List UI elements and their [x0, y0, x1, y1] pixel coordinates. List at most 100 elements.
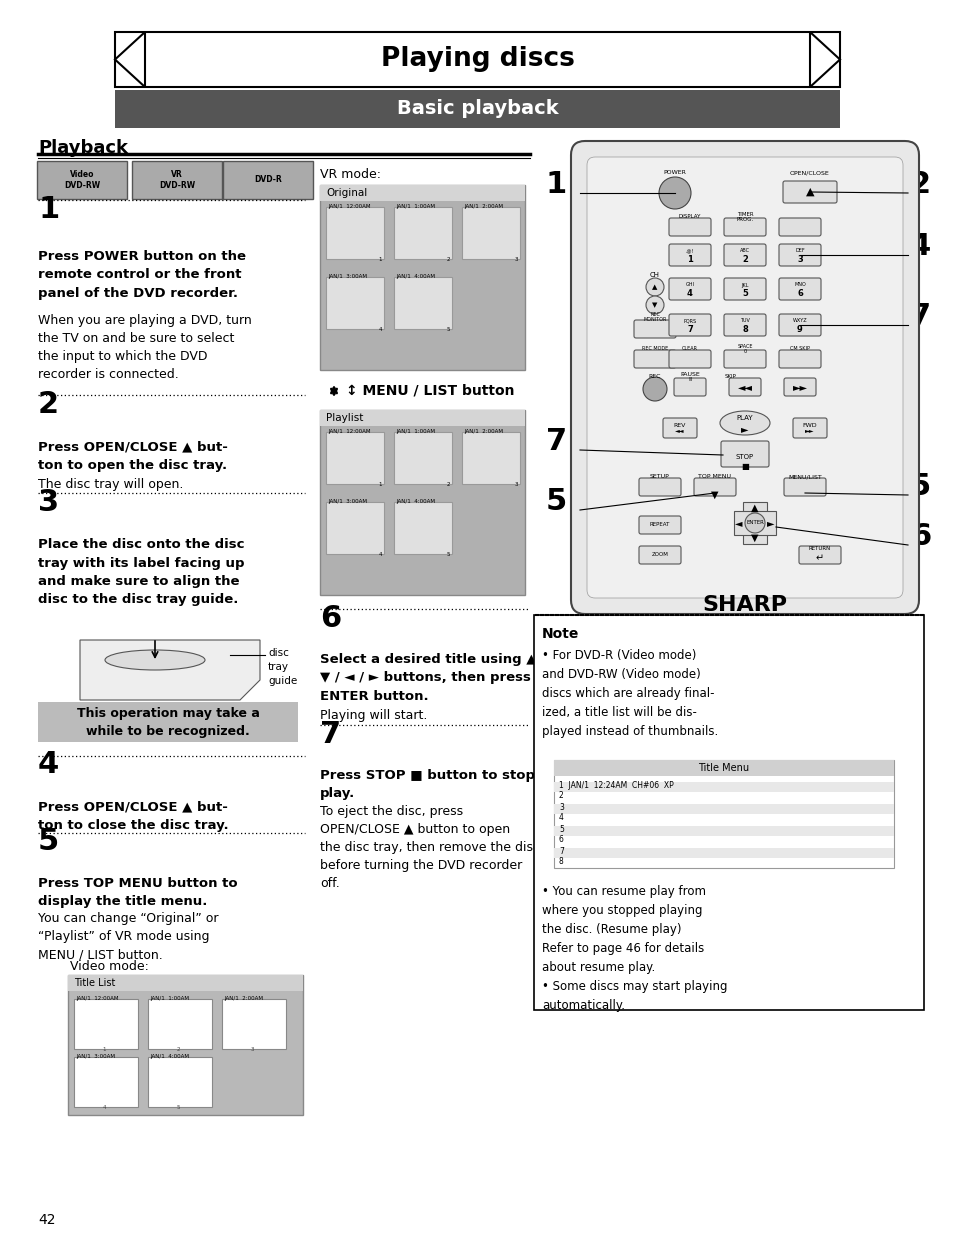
FancyBboxPatch shape	[733, 511, 775, 535]
FancyBboxPatch shape	[728, 378, 760, 396]
Text: 3: 3	[558, 803, 563, 811]
Text: 7: 7	[319, 720, 341, 748]
Text: JAN/1  4:00AM: JAN/1 4:00AM	[395, 274, 435, 279]
FancyBboxPatch shape	[639, 516, 680, 534]
Text: Playing will start.: Playing will start.	[319, 709, 427, 722]
FancyBboxPatch shape	[326, 501, 384, 555]
Text: • For DVD-R (Video mode)
and DVD-RW (Video mode)
discs which are already final-
: • For DVD-R (Video mode) and DVD-RW (Vid…	[541, 650, 718, 739]
FancyBboxPatch shape	[115, 32, 840, 86]
Text: 5: 5	[545, 487, 566, 516]
Text: ↵: ↵	[815, 553, 823, 563]
Text: CM SKIP: CM SKIP	[789, 347, 809, 352]
FancyBboxPatch shape	[319, 185, 524, 370]
Text: ↕ MENU / LIST button: ↕ MENU / LIST button	[346, 384, 514, 398]
Text: 6: 6	[909, 522, 930, 551]
FancyBboxPatch shape	[394, 501, 452, 555]
Text: Press OPEN/CLOSE ▲ but-
ton to close the disc tray.: Press OPEN/CLOSE ▲ but- ton to close the…	[38, 800, 229, 831]
FancyBboxPatch shape	[792, 417, 826, 438]
Text: JAN/1  3:00AM: JAN/1 3:00AM	[76, 1053, 115, 1058]
FancyBboxPatch shape	[132, 161, 222, 199]
FancyBboxPatch shape	[394, 207, 452, 259]
Text: CH: CH	[649, 272, 659, 278]
Ellipse shape	[720, 411, 769, 435]
Text: 2: 2	[909, 170, 930, 199]
Text: Original: Original	[326, 188, 367, 198]
Text: 5: 5	[446, 552, 450, 557]
FancyBboxPatch shape	[148, 999, 212, 1049]
FancyBboxPatch shape	[148, 1057, 212, 1107]
Text: Playback: Playback	[38, 140, 128, 157]
FancyBboxPatch shape	[37, 161, 127, 199]
Text: 1  JAN/1  12:24AM  CH#06  XP: 1 JAN/1 12:24AM CH#06 XP	[558, 781, 673, 789]
FancyBboxPatch shape	[693, 478, 735, 496]
FancyBboxPatch shape	[554, 760, 893, 868]
Text: PLAY: PLAY	[736, 415, 753, 421]
Text: JAN/1  1:00AM: JAN/1 1:00AM	[395, 429, 435, 433]
FancyBboxPatch shape	[639, 546, 680, 564]
FancyBboxPatch shape	[38, 701, 297, 742]
Text: FWD
►►: FWD ►►	[801, 422, 817, 433]
Text: ▼: ▼	[750, 534, 758, 543]
FancyBboxPatch shape	[720, 441, 768, 467]
FancyBboxPatch shape	[554, 760, 893, 776]
FancyBboxPatch shape	[74, 999, 138, 1049]
Text: JAN/1  2:00AM: JAN/1 2:00AM	[463, 429, 502, 433]
Text: ▲: ▲	[652, 284, 657, 290]
Text: 2: 2	[176, 1047, 180, 1052]
Text: 9: 9	[797, 326, 802, 335]
Text: 5: 5	[909, 472, 930, 501]
FancyBboxPatch shape	[779, 278, 821, 300]
FancyBboxPatch shape	[394, 432, 452, 484]
Text: 1: 1	[686, 256, 692, 264]
Text: ◄◄: ◄◄	[737, 382, 752, 391]
Text: ▼: ▼	[652, 303, 657, 308]
Text: 4: 4	[558, 814, 563, 823]
FancyBboxPatch shape	[634, 320, 676, 338]
FancyBboxPatch shape	[554, 848, 893, 858]
Text: ►: ►	[740, 424, 748, 433]
Text: CLEAR: CLEAR	[681, 347, 698, 352]
Text: Title List: Title List	[74, 978, 115, 988]
Text: 3: 3	[251, 1047, 253, 1052]
Text: Playlist: Playlist	[326, 412, 363, 424]
Text: REC MODE: REC MODE	[641, 347, 667, 352]
FancyBboxPatch shape	[723, 219, 765, 236]
Text: 1: 1	[545, 170, 566, 199]
Text: Video mode:: Video mode:	[70, 960, 149, 973]
Circle shape	[744, 513, 764, 534]
FancyBboxPatch shape	[673, 378, 705, 396]
FancyBboxPatch shape	[668, 278, 710, 300]
Text: 5: 5	[558, 825, 563, 834]
Circle shape	[659, 177, 690, 209]
Text: STOP: STOP	[735, 454, 753, 459]
Text: 6: 6	[796, 289, 802, 299]
Text: 42: 42	[38, 1213, 55, 1228]
FancyBboxPatch shape	[586, 157, 902, 598]
Circle shape	[645, 296, 663, 314]
Text: DISPLAY: DISPLAY	[679, 215, 700, 220]
FancyBboxPatch shape	[639, 478, 680, 496]
Text: The disc tray will open.: The disc tray will open.	[38, 478, 183, 492]
Text: MENU/LIST: MENU/LIST	[787, 474, 821, 479]
FancyBboxPatch shape	[723, 314, 765, 336]
FancyBboxPatch shape	[723, 350, 765, 368]
Text: Press STOP ■ button to stop
play.: Press STOP ■ button to stop play.	[319, 769, 535, 800]
FancyBboxPatch shape	[222, 999, 286, 1049]
Text: REPEAT: REPEAT	[649, 522, 670, 527]
FancyBboxPatch shape	[783, 478, 825, 496]
FancyBboxPatch shape	[779, 314, 821, 336]
Text: 1: 1	[38, 195, 59, 224]
FancyBboxPatch shape	[783, 378, 815, 396]
Text: ABC: ABC	[740, 248, 749, 253]
FancyBboxPatch shape	[634, 350, 676, 368]
Text: 4: 4	[909, 232, 930, 261]
Text: REV
◄◄: REV ◄◄	[673, 422, 685, 433]
Text: 3: 3	[514, 257, 517, 262]
Text: 4: 4	[378, 552, 381, 557]
Polygon shape	[80, 640, 260, 700]
Text: 4: 4	[38, 750, 59, 779]
Text: SPACE
0: SPACE 0	[737, 343, 752, 354]
FancyBboxPatch shape	[68, 974, 303, 1115]
FancyBboxPatch shape	[723, 245, 765, 266]
Text: Title Menu: Title Menu	[698, 763, 749, 773]
